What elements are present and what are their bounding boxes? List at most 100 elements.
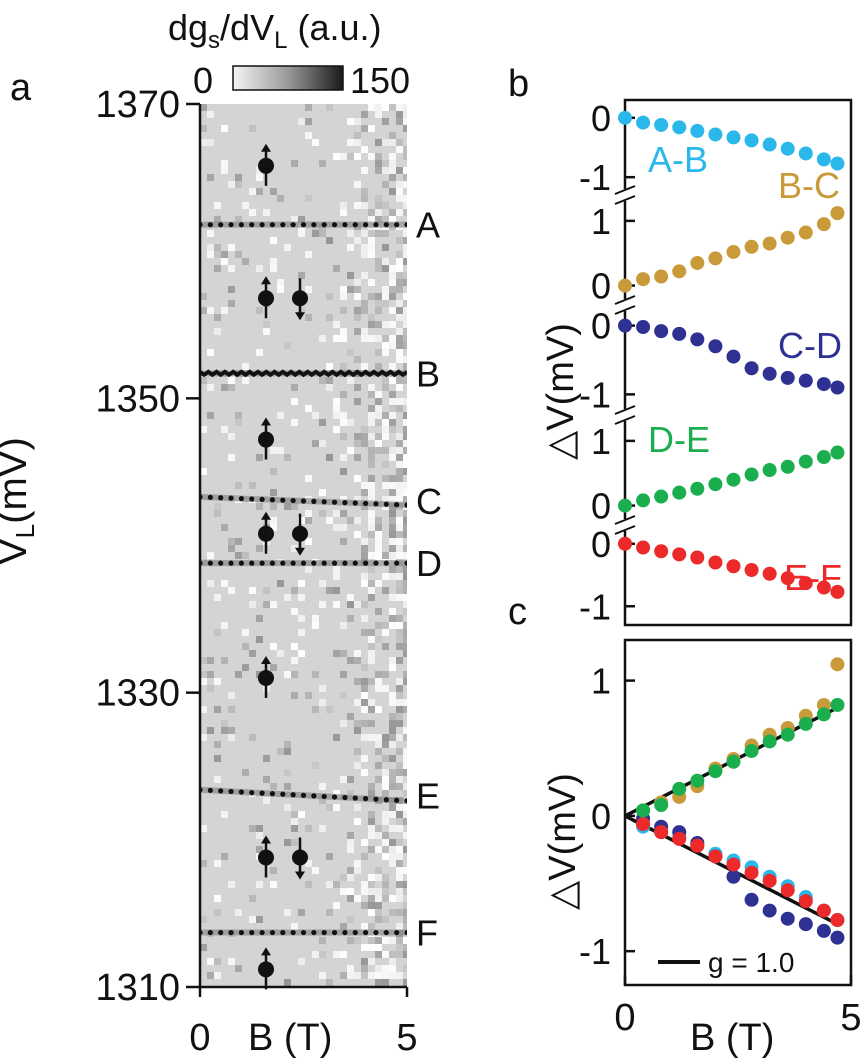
noise-pixel bbox=[207, 349, 214, 356]
transition-labels: A B CD E F bbox=[416, 205, 442, 954]
noise-pixel bbox=[403, 923, 407, 930]
noise-pixel bbox=[298, 307, 305, 314]
map-y-tick-label: 1370 bbox=[95, 84, 180, 126]
panel-b-point bbox=[830, 584, 845, 599]
noise-pixel bbox=[361, 958, 368, 965]
noise-pixel bbox=[207, 552, 214, 559]
noise-pixel bbox=[361, 692, 368, 699]
noise-pixel bbox=[368, 944, 375, 951]
noise-pixel bbox=[368, 678, 375, 685]
noise-pixel bbox=[403, 440, 407, 447]
spin-down-marker bbox=[292, 278, 308, 321]
noise-pixel bbox=[375, 888, 382, 895]
noise-pixel bbox=[382, 622, 389, 629]
noise-pixel bbox=[375, 825, 382, 832]
noise-pixel bbox=[270, 867, 277, 874]
noise-pixel bbox=[389, 811, 396, 818]
noise-pixel bbox=[382, 916, 389, 923]
noise-pixel bbox=[214, 503, 221, 510]
noise-pixel bbox=[361, 188, 368, 195]
noise-pixel bbox=[221, 622, 228, 629]
noise-pixel bbox=[256, 615, 263, 622]
noise-pixel bbox=[403, 979, 407, 986]
noise-pixel bbox=[389, 531, 396, 538]
noise-pixel bbox=[368, 461, 375, 468]
noise-pixel bbox=[396, 580, 403, 587]
noise-pixel bbox=[305, 195, 312, 202]
noise-pixel bbox=[354, 650, 361, 657]
transition-line-dot bbox=[404, 798, 407, 804]
noise-pixel bbox=[368, 496, 375, 503]
noise-pixel bbox=[403, 468, 407, 475]
transition-line-dot bbox=[280, 560, 286, 566]
noise-pixel bbox=[375, 104, 382, 111]
noise-pixel bbox=[214, 314, 221, 321]
panel-c-point bbox=[726, 869, 741, 884]
noise-pixel bbox=[375, 447, 382, 454]
panel-b-point bbox=[798, 576, 813, 591]
noise-pixel bbox=[354, 433, 361, 440]
noise-pixel bbox=[354, 601, 361, 608]
noise-pixel bbox=[375, 762, 382, 769]
noise-pixel bbox=[214, 895, 221, 902]
panel-b-point bbox=[762, 566, 777, 581]
panel-b-y-tick-label: -1 bbox=[579, 586, 611, 627]
noise-pixel bbox=[340, 209, 347, 216]
noise-pixel bbox=[298, 272, 305, 279]
noise-pixel bbox=[403, 790, 407, 797]
noise-pixel bbox=[207, 580, 214, 587]
noise-pixel bbox=[305, 286, 312, 293]
noise-pixel bbox=[396, 405, 403, 412]
noise-pixel bbox=[340, 153, 347, 160]
transition-line-dot bbox=[207, 222, 213, 228]
noise-pixel bbox=[270, 265, 277, 272]
noise-pixel bbox=[228, 377, 235, 384]
noise-pixel bbox=[368, 825, 375, 832]
spin-arrow-head bbox=[261, 276, 271, 285]
noise-pixel bbox=[368, 811, 375, 818]
noise-pixel bbox=[333, 510, 340, 517]
noise-pixel bbox=[242, 377, 249, 384]
noise-pixel bbox=[403, 755, 407, 762]
panel-b-y-tick-label: 0 bbox=[591, 98, 611, 139]
noise-pixel bbox=[375, 867, 382, 874]
noise-pixel bbox=[368, 587, 375, 594]
noise-pixel bbox=[340, 286, 347, 293]
noise-pixel bbox=[347, 153, 354, 160]
noise-pixel bbox=[242, 258, 249, 265]
panel-label-a: a bbox=[10, 67, 32, 109]
noise-pixel bbox=[382, 258, 389, 265]
noise-pixel bbox=[326, 237, 333, 244]
noise-pixel bbox=[382, 321, 389, 328]
transition-line-dot bbox=[218, 560, 224, 566]
noise-pixel bbox=[382, 475, 389, 482]
noise-pixel bbox=[333, 524, 340, 531]
panel-c-x-tick-label: 0 bbox=[614, 997, 635, 1039]
transition-line-dot bbox=[373, 929, 379, 936]
noise-pixel bbox=[326, 363, 333, 370]
noise-pixel bbox=[368, 706, 375, 713]
panel-c-legend-label: g = 1.0 bbox=[708, 947, 794, 978]
panel-b-point bbox=[780, 459, 795, 474]
noise-pixel bbox=[298, 594, 305, 601]
noise-pixel bbox=[396, 300, 403, 307]
panel-c-point bbox=[798, 894, 813, 909]
noise-pixel bbox=[396, 139, 403, 146]
panel-c-point bbox=[762, 903, 777, 918]
panel-b-point bbox=[618, 278, 632, 293]
noise-pixel bbox=[396, 468, 403, 475]
noise-pixel bbox=[403, 195, 407, 202]
noise-pixel bbox=[375, 972, 382, 979]
transition-line-dot bbox=[363, 560, 369, 566]
noise-pixel bbox=[389, 405, 396, 412]
noise-pixel bbox=[389, 909, 396, 916]
noise-pixel bbox=[375, 909, 382, 916]
noise-pixel bbox=[368, 958, 375, 965]
noise-pixel bbox=[298, 629, 305, 636]
noise-pixel bbox=[263, 776, 270, 783]
noise-pixel bbox=[382, 776, 389, 783]
noise-pixel bbox=[361, 839, 368, 846]
noise-pixel bbox=[382, 426, 389, 433]
noise-pixel bbox=[256, 636, 263, 643]
noise-pixel bbox=[403, 251, 407, 258]
